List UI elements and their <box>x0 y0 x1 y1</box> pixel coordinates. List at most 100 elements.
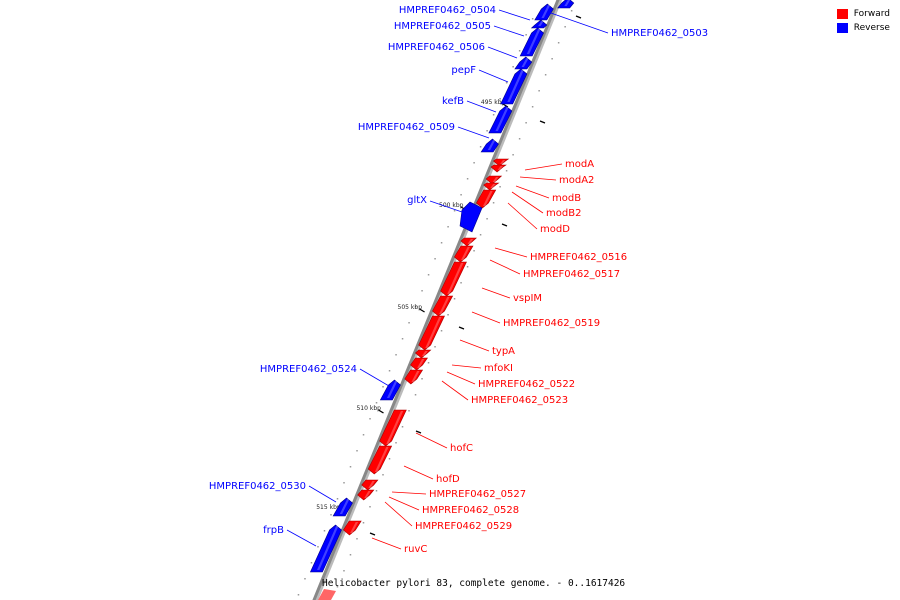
label-ruvc[interactable]: ruvC <box>404 544 427 555</box>
label-gltx[interactable]: gltX <box>407 195 427 206</box>
label-hmpref0462-0504[interactable]: HMPREF0462_0504 <box>399 5 496 16</box>
label-hmpref0462-0516[interactable]: HMPREF0462_0516 <box>530 252 627 263</box>
gene-mfoki[interactable] <box>414 349 432 359</box>
label-hmpref0462-0505[interactable]: HMPREF0462_0505 <box>394 21 491 32</box>
minor-tick-dot <box>518 138 521 140</box>
label-modb[interactable]: modB <box>552 193 581 204</box>
label-kefb[interactable]: kefB <box>442 96 464 107</box>
label-mfoki[interactable]: mfoKI <box>484 363 513 374</box>
minor-tick-dot <box>492 114 495 116</box>
label-hmpref0462-0524[interactable]: HMPREF0462_0524 <box>260 364 357 375</box>
label-pepf[interactable]: pepF <box>451 65 476 76</box>
label-modd[interactable]: modD <box>540 224 570 235</box>
gene-hmpref0462-0524[interactable] <box>379 379 401 401</box>
gene-highlight <box>447 263 464 294</box>
gene-gltx[interactable] <box>480 138 499 153</box>
gene-hofc[interactable] <box>379 409 407 447</box>
minor-tick-dot <box>473 162 475 164</box>
label-modb2[interactable]: modB2 <box>546 208 581 219</box>
minor-tick-dot <box>369 418 371 420</box>
leader-line-moda <box>524 163 563 171</box>
label-hmpref0462-0506[interactable]: HMPREF0462_0506 <box>388 42 485 53</box>
label-hmpref0462-0527[interactable]: HMPREF0462_0527 <box>429 489 526 500</box>
minor-tick-dot <box>505 82 508 84</box>
gene-highlight <box>500 160 506 164</box>
label-hmpref0462-0509[interactable]: HMPREF0462_0509 <box>358 122 455 133</box>
minor-tick-dot <box>499 98 501 100</box>
gene-highlight <box>521 58 529 67</box>
gene-highlight <box>386 381 398 398</box>
gene-hmpref0462-0509[interactable] <box>488 105 513 134</box>
minor-tick-dot <box>343 482 345 484</box>
gene-highlight <box>422 351 428 356</box>
gene-hmpref0462-0517[interactable] <box>454 245 474 263</box>
leader-line-frpb <box>286 529 317 547</box>
label-hmpref0462-0517[interactable]: HMPREF0462_0517 <box>523 269 620 280</box>
label-typa[interactable]: typA <box>492 346 515 357</box>
minor-tick-dot <box>330 514 332 516</box>
minor-tick-dot <box>479 146 482 148</box>
gene-hmpref0462-0503[interactable] <box>557 0 575 9</box>
label-hofc[interactable]: hofC <box>450 443 473 454</box>
minor-tick-dot <box>538 90 540 92</box>
gene-modb[interactable] <box>485 175 503 185</box>
label-moda[interactable]: modA <box>565 159 594 170</box>
label-hmpref0462-0523[interactable]: HMPREF0462_0523 <box>471 395 568 406</box>
gene-frpb[interactable] <box>309 524 342 573</box>
gene-hmpref0462-0504[interactable] <box>534 3 554 21</box>
minor-tick-dot <box>336 498 339 500</box>
minor-tick-dot <box>466 266 469 268</box>
label-vspim[interactable]: vspIM <box>513 293 542 304</box>
leader-line-hmpref0462-0530 <box>308 485 337 503</box>
label-hofd[interactable]: hofD <box>436 474 460 485</box>
gene-modd[interactable] <box>476 189 497 209</box>
legend-label-forward: Forward <box>853 9 890 19</box>
label-frpb[interactable]: frpB <box>263 525 284 536</box>
forward-swatch <box>836 9 848 19</box>
minor-tick-dot <box>518 50 521 52</box>
leader-line-hmpref0462-0519 <box>471 311 501 324</box>
tick-label: 510 kbp <box>356 405 381 412</box>
minor-tick-dot <box>570 10 573 12</box>
legend-item-reverse: Reverse <box>836 23 890 33</box>
gene-hmpref0462-0523[interactable] <box>404 369 424 385</box>
gene-highlight <box>495 107 509 131</box>
gene-moda2[interactable] <box>490 164 507 173</box>
label-hmpref0462-0503[interactable]: HMPREF0462_0503 <box>611 28 708 39</box>
label-hmpref0462-0528[interactable]: HMPREF0462_0528 <box>422 505 519 516</box>
gene-pepf[interactable] <box>514 56 533 70</box>
label-hmpref0462-0530[interactable]: HMPREF0462_0530 <box>209 481 306 492</box>
gene-highlight <box>439 297 450 314</box>
gene-hmpref0462-0519[interactable] <box>432 295 454 317</box>
gene-typa[interactable] <box>418 315 445 351</box>
gene-kefb[interactable] <box>500 68 528 105</box>
label-hmpref0462-0529[interactable]: HMPREF0462_0529 <box>415 521 512 532</box>
gene-moda[interactable] <box>492 158 510 167</box>
gene-hmpref0462-0505[interactable] <box>530 19 548 29</box>
gene-highlight <box>339 499 350 514</box>
gene-vspim[interactable] <box>440 261 467 297</box>
gene-hmpref0462-0522[interactable] <box>410 357 428 371</box>
minor-tick-dot <box>395 354 397 356</box>
minor-tick <box>369 532 376 536</box>
gene-highlight <box>317 526 339 570</box>
label-hmpref0462-0522[interactable]: HMPREF0462_0522 <box>478 379 575 390</box>
minor-tick-dot <box>564 26 566 28</box>
gene-modb2[interactable] <box>483 182 500 191</box>
label-moda2[interactable]: modA2 <box>559 175 594 186</box>
minor-tick-dot <box>388 370 391 372</box>
gene-hofd[interactable] <box>367 445 393 475</box>
gene-gltx[interactable] <box>459 201 483 233</box>
gene-hmpref0462-0527[interactable] <box>361 479 379 491</box>
minor-tick <box>501 223 508 227</box>
gene-highlight <box>364 491 371 498</box>
strand-legend: Forward Reverse <box>836 9 890 37</box>
gene-hmpref0462-0506[interactable] <box>519 27 544 57</box>
minor-tick <box>539 120 546 124</box>
label-hmpref0462-0519[interactable]: HMPREF0462_0519 <box>503 318 600 329</box>
gene-hmpref0462-0530[interactable] <box>332 497 353 517</box>
gene-hmpref0462-0528[interactable] <box>357 489 375 501</box>
minor-tick-dot <box>427 362 430 364</box>
gene-hmpref0462-0516[interactable] <box>460 237 477 247</box>
gene-ruvc[interactable] <box>343 520 362 536</box>
